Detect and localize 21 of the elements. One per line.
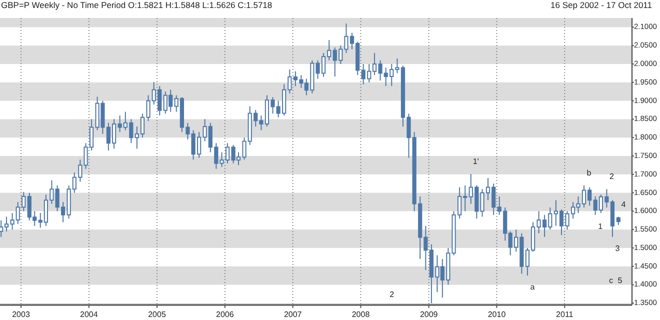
x-tick-label: 2006 <box>216 310 234 319</box>
x-tick-label: 2009 <box>420 310 438 319</box>
chart-subtitle: 16 Sep 2002 - 17 Oct 2011 <box>550 0 652 10</box>
annotation: 2 <box>390 290 395 299</box>
annotation: 1' <box>472 157 480 166</box>
annotation: 5 <box>618 276 623 285</box>
annotation: 1 <box>598 222 604 231</box>
x-tick-label: 2005 <box>148 310 166 319</box>
x-tick-label: 2008 <box>352 310 370 319</box>
annotation: 3 <box>615 244 620 254</box>
annotation: 4 <box>621 200 626 209</box>
x-tick-label: 2007 <box>284 310 302 319</box>
x-tick-label: 2011 <box>556 310 574 319</box>
annotation: c <box>609 276 613 285</box>
x-tick-label: 2003 <box>12 310 30 319</box>
x-tick-label: 2004 <box>80 310 98 319</box>
annotation: b <box>586 168 592 178</box>
annotation: a <box>530 282 536 292</box>
annotation: 2 <box>609 172 614 182</box>
x-tick-label: 2010 <box>488 310 506 319</box>
chart-title: GBP=P Weekly - No Time Period O:1.5821 H:1.5848 L:1.5626 C:1.5718 <box>1 0 272 10</box>
